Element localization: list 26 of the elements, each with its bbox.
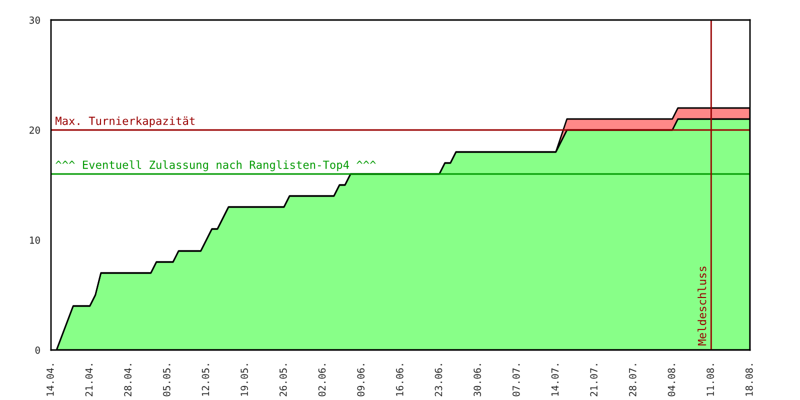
x-tick-label: 12.05. — [202, 364, 210, 396]
ref-line-label: Max. Turnierkapazität — [56, 116, 195, 128]
x-tick-label: 21.04. — [85, 364, 93, 396]
x-tick-label: 14.07. — [551, 364, 559, 396]
x-tick-label: 05.05. — [162, 364, 170, 396]
y-tick-label: 10 — [30, 236, 40, 244]
x-tick-label: 11.08. — [706, 364, 714, 396]
x-tick-label: 21.07. — [590, 364, 598, 396]
y-tick-label: 30 — [30, 16, 40, 24]
x-tick-label: 28.04. — [124, 364, 132, 396]
x-tick-label: 14.04. — [46, 364, 54, 396]
x-tick-label: 18.08. — [745, 364, 753, 396]
x-tick-label: 19.05. — [240, 364, 248, 396]
x-tick-label: 16.06. — [396, 364, 404, 396]
x-tick-label: 09.06. — [357, 364, 365, 396]
x-tick-label: 26.05. — [279, 364, 287, 396]
x-tick-label: 04.08. — [668, 364, 676, 396]
x-tick-label: 28.07. — [628, 364, 636, 396]
x-tick-label: 30.06. — [474, 364, 482, 396]
ref-line-label: ^^^ Eventuell Zulassung nach Ranglisten-Top4 ^^^ — [56, 160, 376, 172]
ref-line-label: Meldeschluss — [698, 266, 706, 346]
x-tick-label: 07.07. — [512, 364, 520, 396]
y-tick-label: 0 — [35, 346, 40, 354]
x-tick-label: 23.06. — [434, 364, 442, 396]
y-tick-label: 20 — [30, 126, 40, 134]
x-tick-label: 02.06. — [318, 364, 326, 396]
